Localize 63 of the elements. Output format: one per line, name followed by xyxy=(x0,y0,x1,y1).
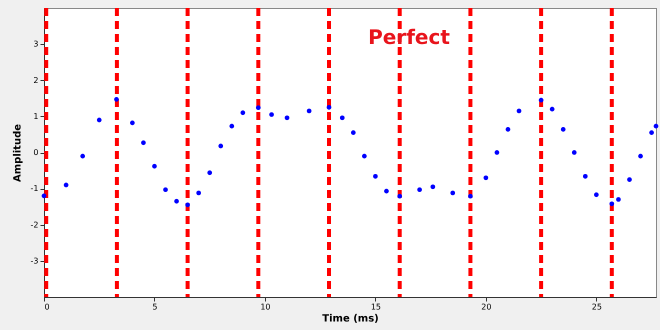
point xyxy=(64,182,68,188)
point xyxy=(417,187,422,192)
point xyxy=(350,130,356,135)
point xyxy=(506,127,510,132)
y-axis-title: Amplitude xyxy=(12,124,24,182)
point xyxy=(207,170,212,176)
point xyxy=(594,192,599,198)
point xyxy=(141,140,146,146)
point xyxy=(616,197,621,202)
x-axis-title: Time (ms) xyxy=(322,314,379,324)
point xyxy=(484,175,488,180)
point xyxy=(240,110,246,116)
point xyxy=(560,127,566,132)
point xyxy=(550,106,555,112)
point xyxy=(80,154,86,158)
x-tick-label: 5 xyxy=(152,302,158,312)
point xyxy=(582,174,588,179)
y-tick-label: -2 xyxy=(30,220,38,230)
point xyxy=(430,184,436,190)
point xyxy=(373,174,378,179)
x-tick-label: 0 xyxy=(44,302,50,312)
point xyxy=(284,115,290,120)
y-tick-label: -1 xyxy=(30,184,38,194)
point xyxy=(654,124,658,128)
x-tick-label: 10 xyxy=(260,302,271,312)
point xyxy=(649,130,654,135)
y-tick-label: 2 xyxy=(33,76,38,85)
point xyxy=(256,105,261,110)
point xyxy=(384,188,389,194)
point xyxy=(218,144,224,148)
point xyxy=(174,198,179,204)
point xyxy=(397,194,402,199)
point xyxy=(96,118,102,122)
point xyxy=(229,124,234,128)
point xyxy=(326,105,332,110)
x-tick-label: 25 xyxy=(592,302,602,312)
point xyxy=(468,194,473,199)
point xyxy=(538,98,544,102)
point xyxy=(516,108,522,114)
point xyxy=(638,154,643,158)
point xyxy=(306,108,312,114)
y-tick-label: 3 xyxy=(33,40,38,49)
point xyxy=(340,115,345,120)
y-tick-label: -3 xyxy=(30,256,38,266)
point xyxy=(627,177,632,182)
point xyxy=(42,194,46,198)
y-tick-label: 0 xyxy=(33,148,38,157)
point xyxy=(609,201,614,206)
point xyxy=(185,202,190,208)
x-tick-label: 15 xyxy=(370,302,381,312)
point xyxy=(114,97,119,102)
point xyxy=(196,190,201,196)
point xyxy=(163,187,168,192)
point xyxy=(152,164,157,169)
x-tick-label: 20 xyxy=(481,302,492,312)
point xyxy=(450,190,456,196)
y-tick-label: 1 xyxy=(33,112,38,121)
point xyxy=(130,120,135,126)
annotation: Perfect xyxy=(368,25,450,49)
point xyxy=(362,154,367,158)
point xyxy=(572,150,577,155)
point xyxy=(494,150,500,155)
point xyxy=(269,112,274,117)
